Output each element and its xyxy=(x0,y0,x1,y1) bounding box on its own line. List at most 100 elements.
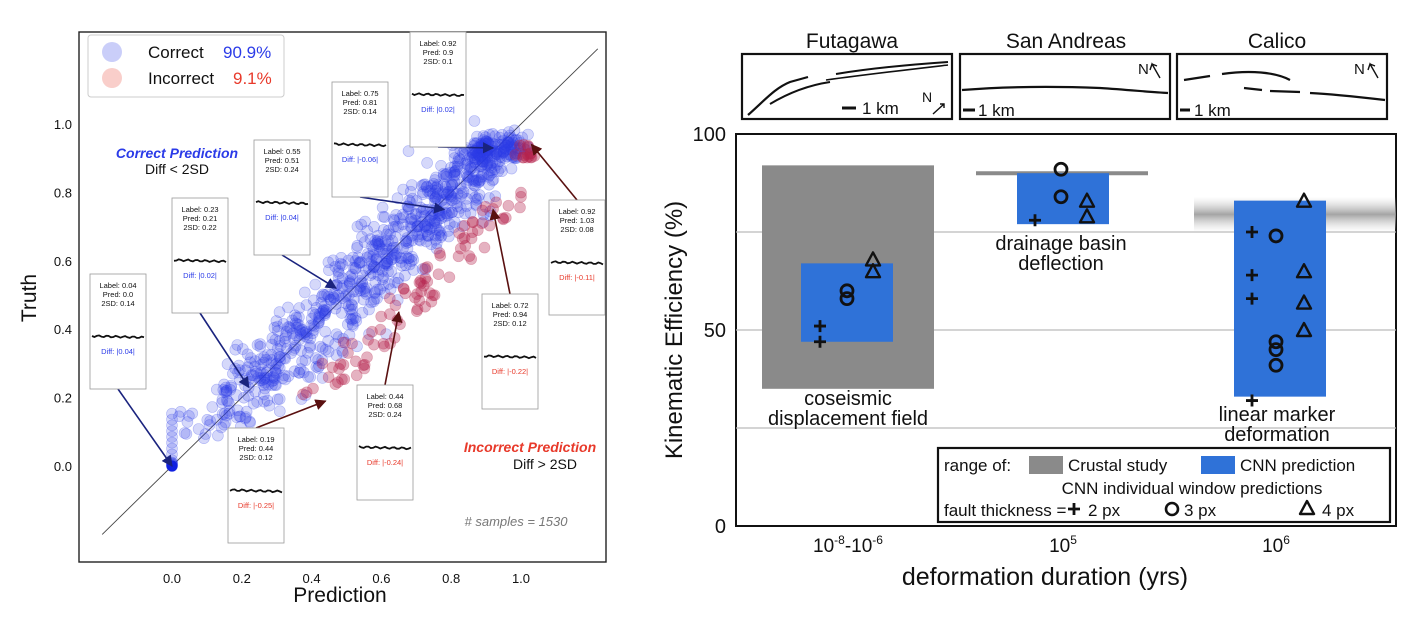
marker-4px-triangle xyxy=(1078,192,1096,208)
scatter-point xyxy=(199,428,212,440)
bar-x-label: deformation duration (yrs) xyxy=(902,563,1188,591)
scatter-point xyxy=(368,293,381,306)
y-tick-label: 1.0 xyxy=(54,117,72,132)
scatter-point xyxy=(435,160,447,172)
scatter-point xyxy=(430,222,442,234)
scatter-point xyxy=(456,187,468,200)
scatter-point xyxy=(486,166,498,179)
scatter-point xyxy=(488,163,501,175)
scatter-point xyxy=(421,261,434,273)
scatter-point xyxy=(472,153,484,165)
scatter-point xyxy=(499,152,512,164)
legend-correct-marker xyxy=(102,42,122,62)
scatter-y-label: Truth xyxy=(18,274,41,322)
inset-2sd: 2SD: 0.24 xyxy=(368,410,401,419)
scatter-point xyxy=(354,256,366,268)
y-tick-label: 50 xyxy=(704,320,726,342)
fault-trace xyxy=(961,85,1169,95)
scatter-point xyxy=(415,277,427,290)
scatter-point xyxy=(347,320,359,332)
scatter-point xyxy=(506,151,519,163)
scatter-point xyxy=(452,206,465,218)
legend-cnn-swatch xyxy=(1201,456,1235,474)
window-prediction-markers xyxy=(814,161,1313,407)
fault-name-futagawa: Futagawa xyxy=(806,30,899,53)
bar-ticks: 0 50 100 xyxy=(693,124,726,538)
scatter-point xyxy=(270,315,283,327)
scatter-point xyxy=(304,339,316,352)
scatter-point xyxy=(240,405,253,418)
scatter-point xyxy=(439,181,452,193)
scatter-point xyxy=(388,241,400,254)
scatter-point xyxy=(484,159,497,172)
scatter-point xyxy=(362,248,374,260)
scatter-point xyxy=(495,138,508,151)
scatter-point xyxy=(515,191,527,203)
scatter-point xyxy=(337,358,350,371)
scatter-point xyxy=(433,226,446,239)
scatter-point xyxy=(326,361,339,374)
scatter-point xyxy=(293,311,305,324)
scatter-point xyxy=(429,234,442,246)
scatter-point xyxy=(505,142,518,155)
scatter-point xyxy=(198,432,210,445)
scatter-point xyxy=(437,167,450,180)
scatter-point xyxy=(458,232,471,244)
scatter-point xyxy=(410,224,423,237)
scatter-point xyxy=(416,216,429,228)
scatter-point xyxy=(265,357,278,370)
scatter-point xyxy=(369,234,382,247)
scatter-point xyxy=(399,287,412,300)
inset-arrow xyxy=(281,254,337,289)
scatter-point xyxy=(429,215,442,227)
scatter-point xyxy=(332,331,345,343)
scatter-point xyxy=(346,337,358,350)
scatter-point xyxy=(434,225,446,237)
scatter-point xyxy=(240,411,252,423)
scatter-point xyxy=(294,324,307,337)
marker-4px-triangle xyxy=(1295,294,1313,310)
scatter-point xyxy=(465,162,478,175)
scatter-point xyxy=(410,195,423,207)
scatter-point xyxy=(287,333,300,345)
scatter-point xyxy=(305,319,318,332)
marker-3px-circle xyxy=(1268,334,1284,350)
scatter-point xyxy=(476,158,489,171)
legend-incorrect-marker xyxy=(102,68,122,88)
scatter-point xyxy=(410,208,423,220)
scatter-point xyxy=(335,307,348,319)
scatter-point xyxy=(382,265,394,278)
scatter-point xyxy=(378,287,391,300)
scatter-point xyxy=(389,249,402,262)
scatter-point xyxy=(397,283,410,295)
scatter-point xyxy=(310,301,323,314)
legend-cnn-label: CNN prediction xyxy=(1240,456,1355,475)
north-label: N xyxy=(1138,61,1149,78)
scatter-point xyxy=(268,321,281,334)
scatter-point xyxy=(502,143,514,156)
scatter-point xyxy=(378,211,391,223)
scatter-point xyxy=(346,273,359,285)
scatter-point xyxy=(464,163,476,176)
marker-4px-triangle xyxy=(1295,263,1313,279)
scatter-point xyxy=(406,234,418,247)
bar-legend: range of: Crustal study CNN prediction C… xyxy=(936,446,1392,524)
scatter-point xyxy=(471,137,483,149)
scatter-point xyxy=(220,386,233,399)
scatter-point xyxy=(314,308,326,320)
scatter-point xyxy=(417,186,429,198)
scatter-point xyxy=(431,188,444,200)
scatter-point xyxy=(220,385,232,397)
scatter-point xyxy=(448,176,461,188)
scatter-point xyxy=(261,394,274,407)
category-label: 106 xyxy=(1262,533,1290,557)
scatter-point xyxy=(470,199,483,212)
scatter-point xyxy=(312,315,325,327)
scatter-point xyxy=(267,371,279,384)
scatter-point xyxy=(407,264,420,276)
scatter-point xyxy=(322,345,335,358)
scatter-point xyxy=(489,190,502,202)
scatter-point xyxy=(229,343,242,356)
scatter-point xyxy=(349,355,362,368)
inset-2sd: 2SD: 0.12 xyxy=(239,453,272,462)
